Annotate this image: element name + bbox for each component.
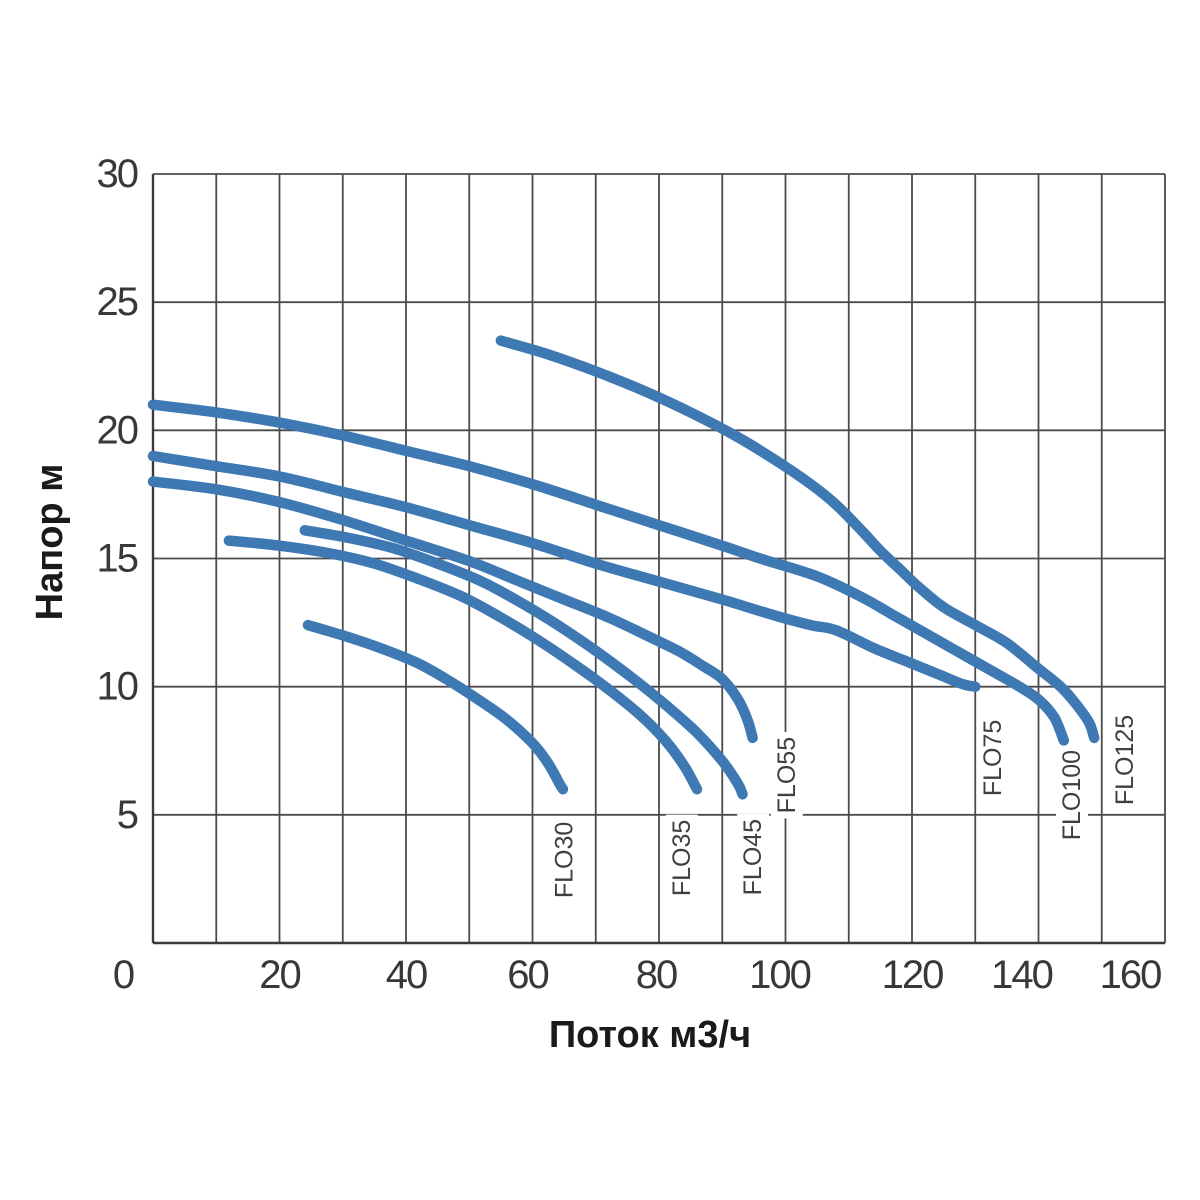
pump-curve-flo75 — [147, 450, 981, 692]
y-tick-label-5: 5 — [117, 793, 138, 837]
curve-label-flo125: FLO125 — [1111, 715, 1139, 805]
curve-label-background — [737, 813, 770, 901]
curve-label-background — [665, 814, 698, 902]
y-tick-label-20: 20 — [97, 408, 138, 452]
pump-curve-flo100 — [147, 399, 1070, 746]
curve-label-flo75: FLO75 — [979, 720, 1007, 796]
axis-frame — [151, 174, 1165, 945]
curve-label-background — [1109, 710, 1142, 810]
pump-curve-flo125 — [495, 335, 1100, 744]
x-tick-label-80: 80 — [636, 953, 677, 997]
y-axis-tick-labels: 5 10 15 20 25 30 — [97, 152, 140, 837]
curve-label-flo30: FLO30 — [551, 822, 579, 898]
curve-label-background — [548, 816, 581, 904]
curve-label-background — [770, 731, 803, 819]
curve-label-flo35: FLO35 — [668, 820, 696, 896]
x-axis-tick-labels: 0 20 40 60 80 100 120 140 160 — [113, 953, 1163, 997]
curve-label-flo100: FLO100 — [1058, 750, 1086, 840]
pump-curve-flo55 — [147, 476, 758, 744]
pump-curve-flo35 — [223, 535, 703, 795]
x-tick-label-120: 120 — [882, 953, 943, 997]
pump-curves — [147, 335, 1100, 800]
x-tick-label-60: 60 — [507, 953, 548, 997]
y-tick-label-10: 10 — [97, 665, 138, 709]
curve-label-background — [1056, 745, 1088, 845]
pump-curve-flo30 — [302, 619, 569, 795]
y-tick-label-30: 30 — [97, 152, 138, 196]
x-tick-label-140: 140 — [991, 953, 1052, 997]
x-tick-label-100: 100 — [749, 953, 810, 997]
gridlines — [152, 173, 1166, 944]
x-tick-label-40: 40 — [386, 953, 427, 997]
y-axis-title: Напор м — [29, 464, 71, 621]
curve-label-background — [977, 714, 1009, 802]
x-tick-label-20: 20 — [259, 953, 300, 997]
y-tick-label-25: 25 — [97, 280, 138, 324]
x-tick-label-160: 160 — [1100, 953, 1161, 997]
curve-label-flo45: FLO45 — [739, 819, 767, 895]
x-tick-label-0: 0 — [113, 953, 134, 997]
y-tick-label-15: 15 — [97, 537, 138, 581]
curve-label-flo55: FLO55 — [773, 737, 801, 813]
x-axis-title: Поток м3/ч — [549, 1014, 751, 1056]
pump-curve-flo45 — [299, 525, 748, 800]
